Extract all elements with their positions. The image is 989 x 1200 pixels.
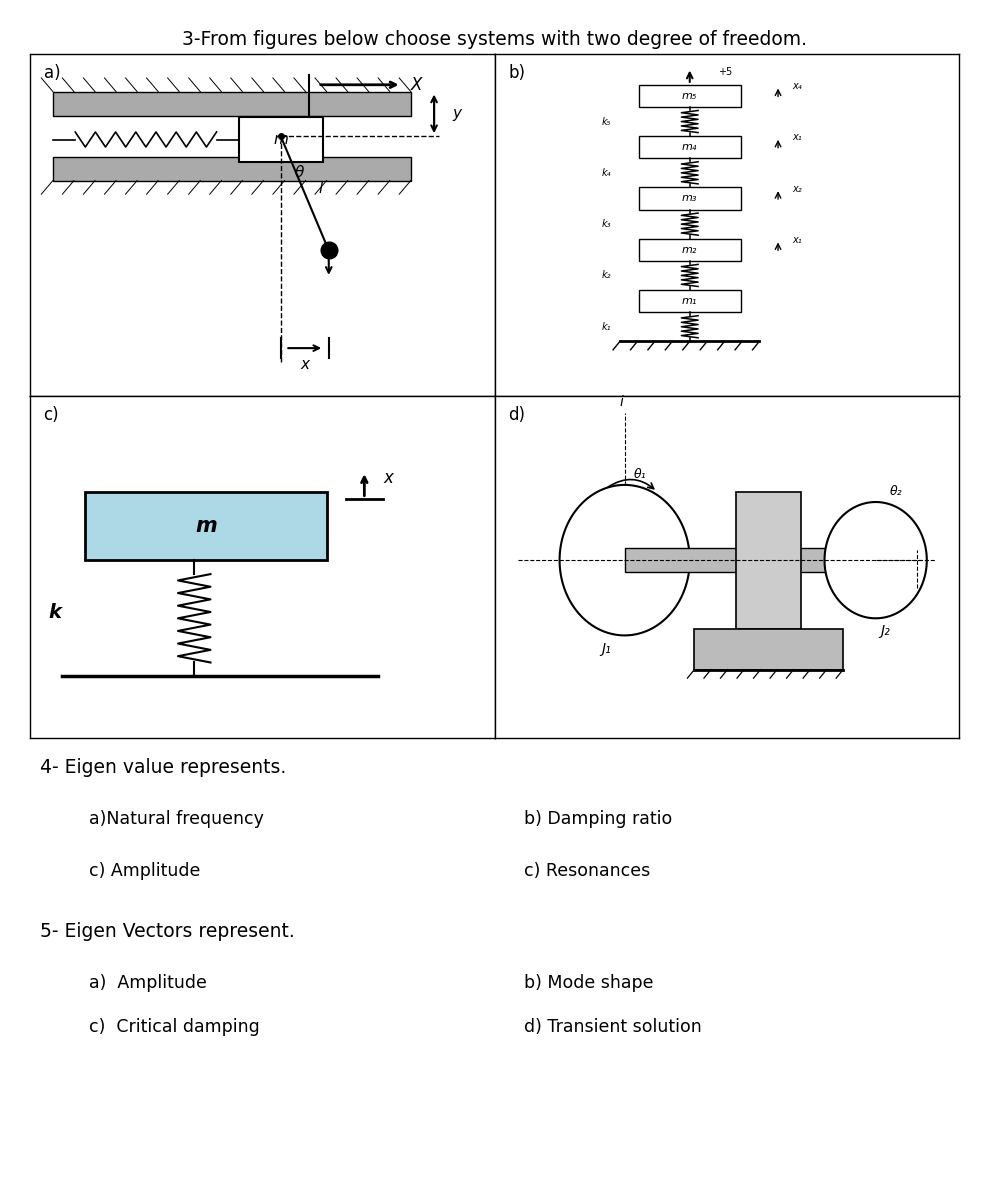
Text: k₁: k₁ xyxy=(601,322,611,331)
Polygon shape xyxy=(560,485,689,635)
Bar xyxy=(53,157,410,180)
Text: 4- Eigen value represents.: 4- Eigen value represents. xyxy=(40,758,286,778)
Text: c) Amplitude: c) Amplitude xyxy=(89,862,201,880)
Text: b) Damping ratio: b) Damping ratio xyxy=(524,810,673,828)
Bar xyxy=(53,91,410,115)
Text: a): a) xyxy=(44,65,60,83)
Text: a)  Amplitude: a) Amplitude xyxy=(89,974,207,992)
Text: m: m xyxy=(273,132,288,146)
Text: θ₁: θ₁ xyxy=(634,468,647,481)
Text: x₂: x₂ xyxy=(792,184,802,193)
Text: d): d) xyxy=(508,407,525,425)
Text: x: x xyxy=(383,469,393,487)
Text: a)Natural frequency: a)Natural frequency xyxy=(89,810,264,828)
Bar xyxy=(694,629,843,670)
Text: c): c) xyxy=(44,407,59,425)
Text: l: l xyxy=(318,181,323,197)
Text: m₄: m₄ xyxy=(682,142,697,152)
Text: m₃: m₃ xyxy=(682,193,697,204)
Text: b): b) xyxy=(508,65,525,83)
Text: x₄: x₄ xyxy=(792,82,802,91)
Text: k: k xyxy=(48,604,61,623)
Text: d) Transient solution: d) Transient solution xyxy=(524,1018,702,1036)
Bar xyxy=(639,187,741,210)
Text: b) Mode shape: b) Mode shape xyxy=(524,974,654,992)
Text: +5: +5 xyxy=(718,66,732,77)
Text: X: X xyxy=(410,76,422,94)
Text: y: y xyxy=(453,107,462,121)
Text: c)  Critical damping: c) Critical damping xyxy=(89,1018,260,1036)
Bar xyxy=(639,85,741,107)
Bar xyxy=(625,548,913,572)
Bar xyxy=(736,492,801,629)
Text: m₂: m₂ xyxy=(682,245,697,254)
Text: m₅: m₅ xyxy=(682,91,697,101)
Text: x₁: x₁ xyxy=(792,132,802,143)
Text: x: x xyxy=(301,356,310,372)
Bar xyxy=(239,118,322,162)
Text: J₂: J₂ xyxy=(880,624,890,638)
Bar xyxy=(639,136,741,158)
Text: 5- Eigen Vectors represent.: 5- Eigen Vectors represent. xyxy=(40,922,295,941)
Text: k₄: k₄ xyxy=(601,168,611,178)
Text: k₃: k₃ xyxy=(601,220,611,229)
Bar xyxy=(639,290,741,312)
Bar xyxy=(85,492,327,560)
Text: k₅: k₅ xyxy=(601,116,611,126)
Text: 3-From figures below choose systems with two degree of freedom.: 3-From figures below choose systems with… xyxy=(182,30,807,49)
Bar xyxy=(639,239,741,260)
Text: m: m xyxy=(196,516,218,536)
Text: θ₂: θ₂ xyxy=(890,485,902,498)
Text: c) Resonances: c) Resonances xyxy=(524,862,651,880)
Text: m₁: m₁ xyxy=(682,296,697,306)
Text: i: i xyxy=(620,395,624,409)
Polygon shape xyxy=(825,502,927,618)
Text: k₂: k₂ xyxy=(601,270,611,281)
Text: J₁: J₁ xyxy=(601,642,611,655)
Text: x₁: x₁ xyxy=(792,235,802,245)
Text: θ: θ xyxy=(295,166,304,180)
